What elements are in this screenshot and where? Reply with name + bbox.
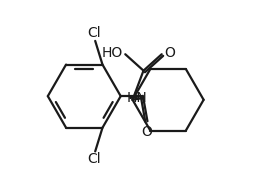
Text: HN: HN: [126, 91, 147, 105]
Text: Cl: Cl: [88, 26, 101, 40]
Text: HO: HO: [101, 46, 123, 60]
Text: O: O: [164, 46, 175, 60]
Text: Cl: Cl: [88, 152, 101, 166]
Text: O: O: [142, 125, 153, 139]
